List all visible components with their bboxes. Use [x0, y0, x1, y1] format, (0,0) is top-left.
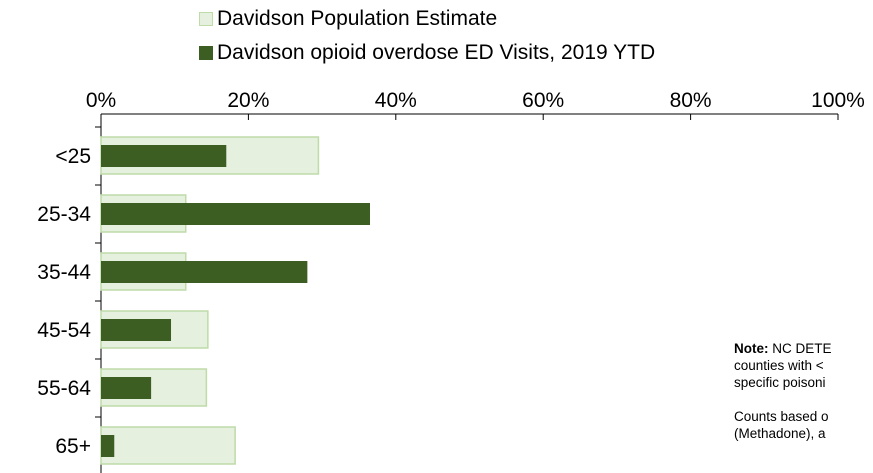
note-line-1: NC DETE [772, 341, 832, 356]
legend-swatch-population [199, 12, 213, 26]
note-text: Note: NC DETE counties with < specific p… [734, 340, 873, 459]
bar-ed-visits [101, 203, 371, 225]
y-tick-label: 45-54 [37, 319, 91, 342]
x-tick-label: 100% [811, 89, 865, 112]
legend-item-ed-visits: Davidson opioid overdose ED Visits, 2019… [199, 36, 655, 70]
x-tick-label: 80% [670, 89, 712, 112]
legend-item-population: Davidson Population Estimate [199, 2, 655, 36]
note-line-5: (Methadone), a [734, 426, 826, 441]
note-line-4: Counts based o [734, 409, 829, 424]
x-tick-label: 20% [227, 89, 269, 112]
note-line-3: specific poisoni [734, 375, 826, 390]
y-tick-label: 55-64 [37, 377, 91, 400]
x-tick-label: 60% [522, 89, 564, 112]
note-paragraph-2: Counts based o (Methadone), a [734, 408, 873, 442]
legend-label-population: Davidson Population Estimate [217, 7, 498, 30]
legend-swatch-ed-visits [199, 46, 213, 60]
y-tick-label: 65+ [55, 435, 91, 458]
chart-legend: Davidson Population Estimate Davidson op… [199, 2, 655, 70]
bar-ed-visits [101, 319, 172, 341]
legend-label-ed-visits: Davidson opioid overdose ED Visits, 2019… [217, 41, 656, 64]
bar-population [100, 426, 236, 465]
note-label: Note: [734, 341, 769, 356]
y-tick-label: 35-44 [37, 261, 91, 284]
bar-ed-visits [101, 377, 152, 399]
x-tick-label: 0% [86, 89, 116, 112]
bar-ed-visits [101, 435, 115, 457]
y-tick-label: <25 [55, 145, 91, 168]
note-paragraph-1: Note: NC DETE counties with < specific p… [734, 340, 873, 391]
bar-ed-visits [101, 145, 227, 167]
note-line-2: counties with < [734, 358, 824, 373]
bar-ed-visits [101, 261, 308, 283]
y-tick-label: 25-34 [37, 203, 91, 226]
x-tick-label: 40% [375, 89, 417, 112]
